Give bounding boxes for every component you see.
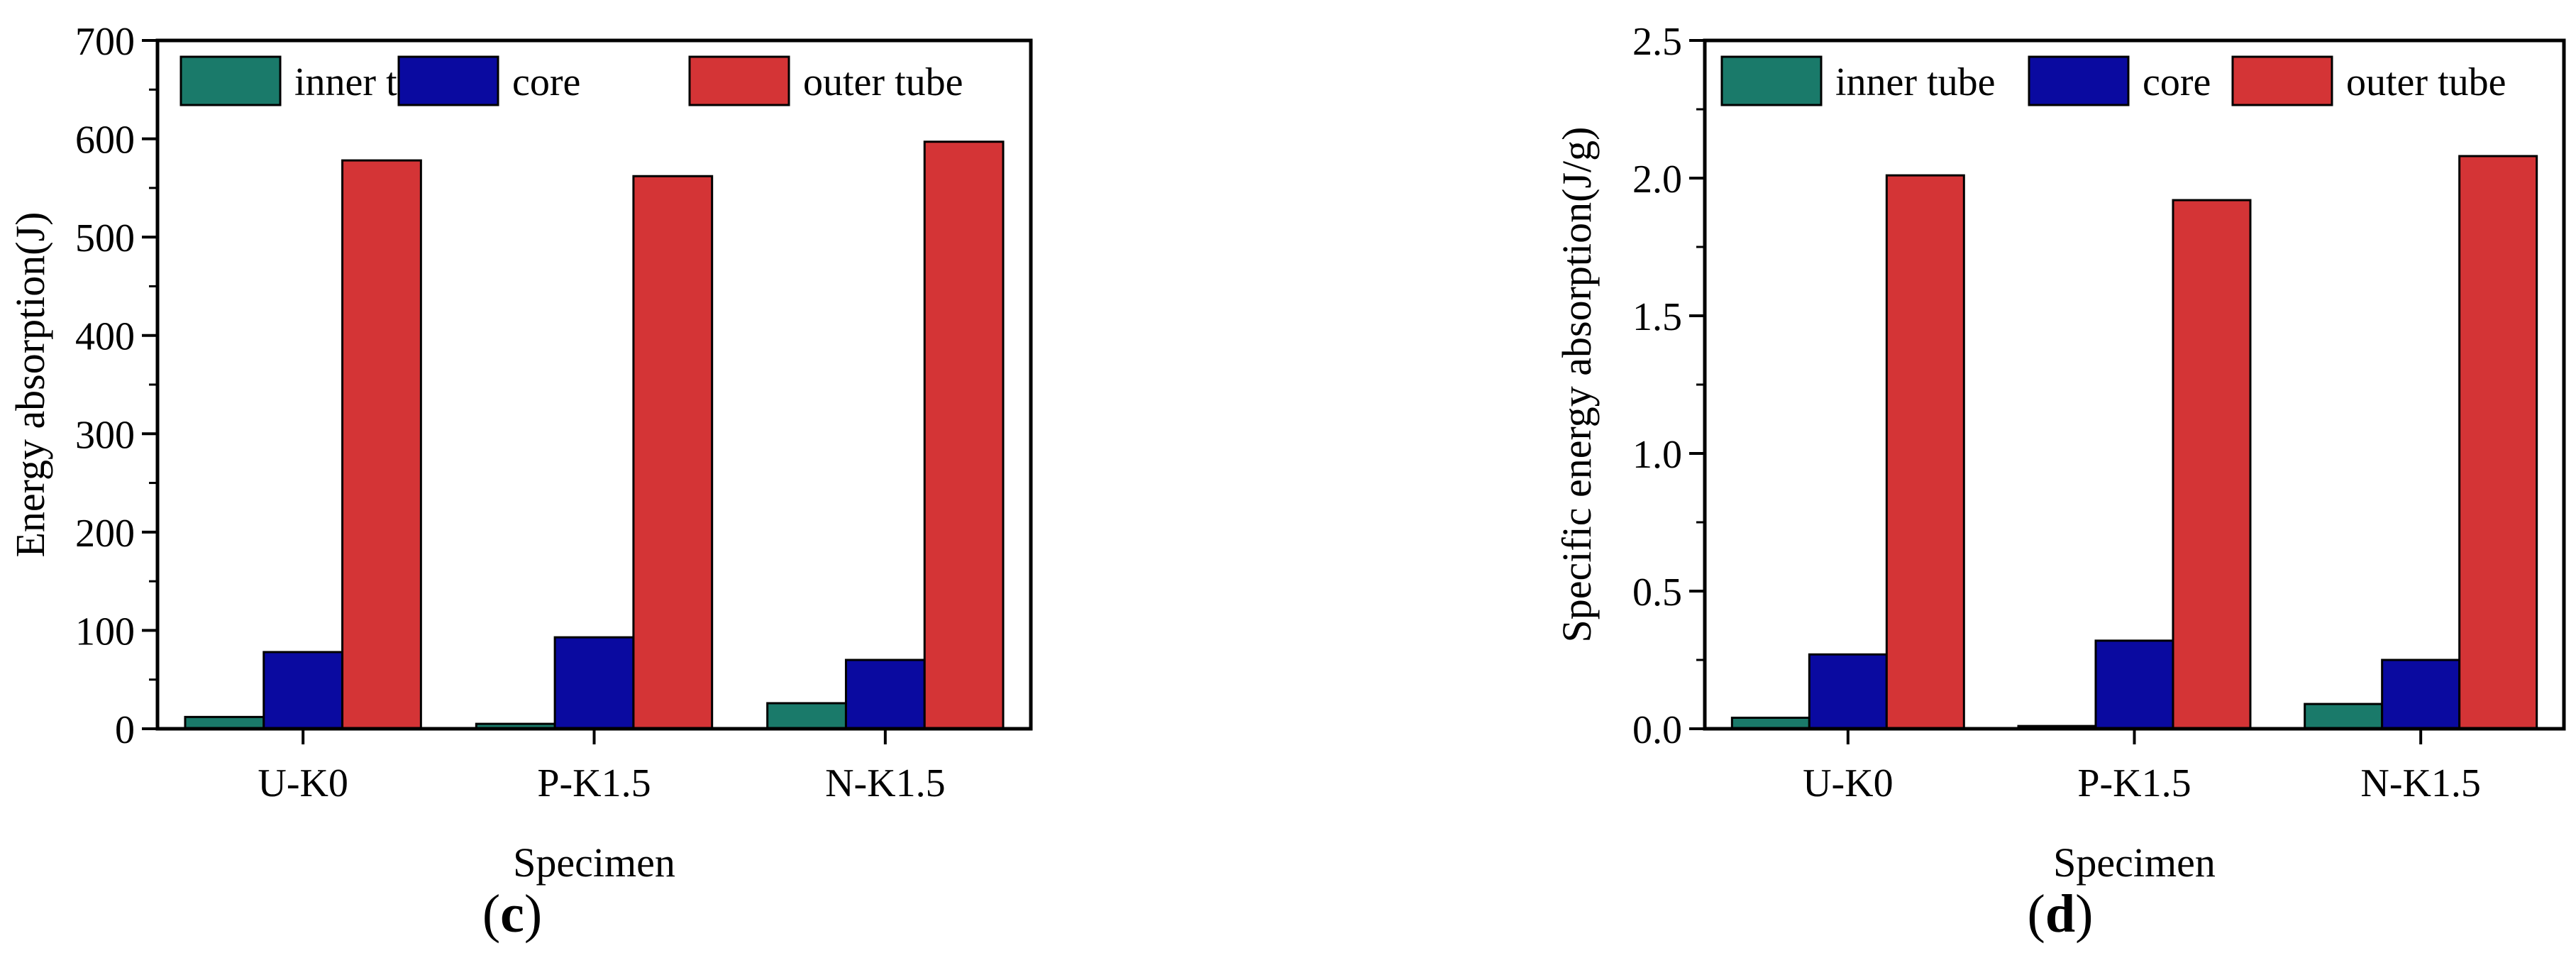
x-tick-label: N-K1.5: [2360, 761, 2481, 805]
y-tick-label: 0: [115, 708, 135, 752]
bar-outer-tube-P-K1.5: [632, 175, 714, 730]
plot-frame: [1703, 38, 2566, 731]
plot-frame: [155, 38, 1033, 731]
legend-swatch-outer-tube: [688, 55, 790, 106]
bar-outer-tube-U-K0: [1885, 174, 1965, 730]
bar-outer-tube-U-K0: [341, 159, 422, 730]
panel-label-c: (c): [482, 884, 543, 944]
bar-core-P-K1.5: [553, 636, 635, 730]
panel-label-c-letter: c: [500, 884, 524, 944]
legend-label-outer-tube: outer tube: [803, 60, 963, 104]
panel-label-d-letter: d: [2045, 884, 2076, 944]
x-tick-label: P-K1.5: [537, 761, 651, 805]
y-tick-label: 200: [75, 512, 135, 556]
y-tick-label: 700: [75, 20, 135, 64]
bar-outer-tube-N-K1.5: [2458, 155, 2538, 730]
x-tick-label: P-K1.5: [2077, 761, 2191, 805]
y-tick-label: 300: [75, 413, 135, 457]
y-tick-label: 1.0: [1632, 433, 1682, 477]
legend-swatch-inner-tube: [179, 55, 282, 106]
x-axis-title: Specimen: [2053, 839, 2216, 886]
y-tick-label: 0.0: [1632, 708, 1682, 752]
legend-swatch-core: [2028, 55, 2130, 106]
bar-core-N-K1.5: [2381, 659, 2461, 730]
legend-label-core: core: [2143, 60, 2211, 104]
bar-outer-tube-P-K1.5: [2172, 199, 2252, 730]
bar-core-U-K0: [1808, 653, 1888, 730]
legend-swatch-inner-tube: [1720, 55, 1823, 106]
x-axis-title: Specimen: [513, 839, 675, 886]
y-tick-label: 600: [75, 119, 135, 162]
legend-label-inner-tube: inner tube: [1835, 60, 1995, 104]
bar-outer-tube-N-K1.5: [923, 141, 1005, 730]
x-tick-label: N-K1.5: [825, 761, 946, 805]
bar-inner-tube-N-K1.5: [2304, 703, 2384, 730]
y-axis-title: Energy absorption(J): [7, 212, 53, 558]
legend-swatch-core: [397, 55, 499, 106]
y-tick-label: 100: [75, 610, 135, 654]
chart-panel-c: 0 100 200 300 400 500 600 700 U-K0 P-K1.5 N-K1.5 Sp…: [7, 20, 1033, 886]
x-tick-label: U-K0: [1803, 761, 1894, 805]
y-tick-label: 0.5: [1632, 571, 1682, 615]
y-tick-label: 400: [75, 315, 135, 359]
bar-core-P-K1.5: [2094, 639, 2174, 730]
y-tick-label: 1.5: [1632, 295, 1682, 339]
legend-label-core: core: [512, 60, 580, 104]
y-tick-label: 500: [75, 216, 135, 260]
legend-swatch-outer-tube: [2231, 55, 2333, 106]
chart-panel-d: 0.0 0.5 1.0 1.5 2.0 2.5 U-K0 P-K1.5 N-K1.5 Specim…: [1554, 20, 2566, 886]
legend-label-outer-tube: outer tube: [2346, 60, 2506, 104]
y-tick-label: 2.0: [1632, 158, 1682, 202]
bar-core-U-K0: [262, 651, 344, 730]
y-tick-label: 2.5: [1632, 20, 1682, 64]
bar-core-N-K1.5: [844, 659, 926, 730]
bar-inner-tube-N-K1.5: [766, 702, 847, 730]
y-axis-title: Specific energy absorption(J/g): [1554, 127, 1600, 643]
x-tick-label: U-K0: [258, 761, 348, 805]
panel-label-d: (d): [2027, 884, 2094, 944]
